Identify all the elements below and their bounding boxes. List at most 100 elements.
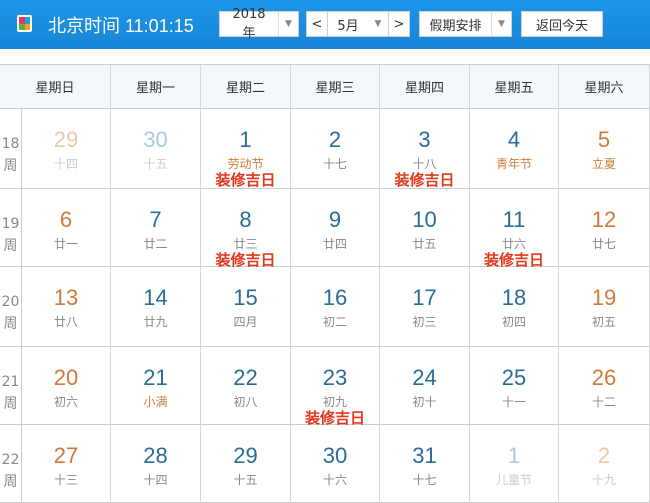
lunar-date: 儿童节 — [495, 473, 532, 487]
lunar-date: 廿九 — [143, 315, 168, 329]
day-cell[interactable]: 7 廿二 — [111, 189, 201, 267]
day-cell[interactable]: 9 廿四 — [291, 189, 380, 267]
renovation-auspicious-tag: 装修吉日 — [215, 171, 276, 189]
day-cell[interactable]: 30 十六 — [291, 425, 380, 503]
day-cell[interactable]: 30 十五 — [111, 109, 201, 189]
lunar-date: 廿三 — [233, 237, 258, 251]
day-cell[interactable]: 1 劳动节 装修吉日 — [201, 109, 291, 189]
day-cell[interactable]: 12 廿七 — [559, 189, 650, 267]
lunar-date: 廿七 — [591, 237, 616, 251]
day-number: 21 — [143, 365, 168, 390]
lunar-date: 廿六 — [501, 237, 526, 251]
lunar-date: 初四 — [501, 315, 526, 329]
renovation-auspicious-tag: 装修吉日 — [215, 251, 276, 269]
day-cell[interactable]: 20 初六 — [22, 347, 111, 425]
chevron-down-icon: ▼ — [278, 12, 298, 36]
lunar-date: 初十 — [412, 395, 437, 409]
day-number: 2 — [597, 443, 611, 468]
day-cell[interactable]: 17 初三 — [380, 267, 470, 347]
lunar-date: 初二 — [322, 315, 347, 329]
day-cell[interactable]: 19 初五 — [559, 267, 650, 347]
holiday-select[interactable]: 假期安排 ▼ — [419, 11, 512, 37]
day-cell[interactable]: 18 初四 — [470, 267, 559, 347]
day-cell[interactable]: 23 初九 装修吉日 — [291, 347, 380, 427]
day-cell[interactable]: 2 十九 — [559, 425, 650, 503]
day-cell[interactable]: 22 初八 — [201, 347, 291, 425]
weekday-header: 星期六 — [559, 65, 650, 109]
day-cell[interactable]: 6 廿一 — [22, 189, 111, 267]
renovation-auspicious-tag: 装修吉日 — [304, 409, 365, 427]
day-number: 20 — [53, 365, 79, 390]
day-cell[interactable]: 16 初二 — [291, 267, 380, 347]
day-number: 2 — [328, 127, 342, 152]
week-number: 22 周 — [0, 425, 22, 503]
day-cell[interactable]: 26 十二 — [559, 347, 650, 425]
week-no: 22 — [1, 452, 20, 468]
day-cell[interactable]: 3 十八 装修吉日 — [380, 109, 470, 189]
day-number: 16 — [322, 285, 348, 310]
lunar-date: 廿四 — [322, 237, 347, 251]
lunar-date: 十二 — [591, 395, 616, 409]
day-cell[interactable]: 29 十五 — [201, 425, 291, 503]
year-select[interactable]: 2018年 ▼ — [219, 7, 299, 41]
lunar-date: 十一 — [501, 395, 526, 409]
week-suffix: 周 — [3, 396, 18, 412]
weekday-header: 星期日 — [0, 65, 111, 109]
day-number: 31 — [412, 443, 437, 468]
day-number: 24 — [412, 365, 437, 390]
day-cell[interactable]: 31 十七 — [380, 425, 470, 503]
beijing-time: 北京时间 11:01:15 — [48, 16, 194, 36]
day-cell[interactable]: 21 小满 — [111, 347, 201, 425]
weekday-header: 星期一 — [111, 65, 201, 109]
next-month-button[interactable]: > — [388, 11, 410, 37]
day-number: 17 — [412, 285, 437, 310]
day-number: 8 — [239, 207, 252, 232]
week-suffix: 周 — [3, 316, 18, 332]
lunar-date: 初六 — [53, 395, 78, 409]
week-number: 20 周 — [0, 267, 22, 347]
day-number: 28 — [143, 443, 168, 468]
lunar-date: 十九 — [591, 473, 616, 487]
day-cell[interactable]: 14 廿九 — [111, 267, 201, 347]
prev-month-button[interactable]: < — [306, 11, 328, 37]
day-cell[interactable]: 24 初十 — [380, 347, 470, 425]
day-cell[interactable]: 27 十三 — [22, 425, 111, 503]
calendar-grid: 星期日 星期一 星期二 星期三 星期四 星期五 星期六 18 周 29 十四 30 十五 1 劳动节 装修吉日… — [0, 64, 650, 503]
day-number: 15 — [233, 285, 258, 310]
chevron-down-icon: ▼ — [491, 12, 511, 36]
day-number: 18 — [501, 285, 527, 310]
day-number: 25 — [501, 365, 527, 390]
week-number: 21 周 — [0, 347, 22, 425]
lunar-date: 初八 — [233, 395, 258, 409]
day-cell[interactable]: 15 四月 — [201, 267, 291, 347]
day-cell[interactable]: 1 儿童节 — [470, 425, 559, 503]
day-number: 14 — [143, 285, 168, 310]
lunar-date: 廿一 — [53, 237, 78, 251]
lunar-date: 初五 — [591, 315, 616, 329]
lunar-date: 劳动节 — [227, 157, 264, 171]
weekday-header: 星期五 — [470, 65, 559, 109]
week-no: 21 — [1, 374, 20, 390]
day-number: 30 — [143, 127, 168, 152]
day-cell[interactable]: 2 十七 — [291, 109, 380, 189]
lunar-date: 十五 — [233, 473, 258, 487]
day-number: 7 — [149, 207, 162, 232]
day-cell[interactable]: 4 青年节 — [470, 109, 559, 189]
day-number: 27 — [53, 443, 79, 468]
lunar-date: 初三 — [412, 315, 437, 329]
day-cell[interactable]: 28 十四 — [111, 425, 201, 503]
day-cell[interactable]: 11 廿六 装修吉日 — [470, 189, 559, 268]
day-cell[interactable]: 8 廿三 装修吉日 — [201, 189, 291, 269]
lunar-date: 十四 — [53, 157, 78, 171]
day-number: 13 — [53, 285, 79, 310]
lunar-date: 立夏 — [591, 157, 616, 171]
month-select[interactable]: 5月 ▼ — [327, 11, 389, 37]
day-cell[interactable]: 10 廿五 — [380, 189, 470, 267]
back-to-today-button[interactable]: 返回今天 — [521, 11, 603, 37]
day-cell[interactable]: 25 十一 — [470, 347, 559, 425]
day-number: 10 — [412, 207, 437, 232]
day-cell[interactable]: 29 十四 — [22, 109, 111, 189]
day-number: 5 — [597, 127, 611, 152]
day-cell[interactable]: 13 廿八 — [22, 267, 111, 347]
day-cell[interactable]: 5 立夏 — [559, 109, 650, 189]
